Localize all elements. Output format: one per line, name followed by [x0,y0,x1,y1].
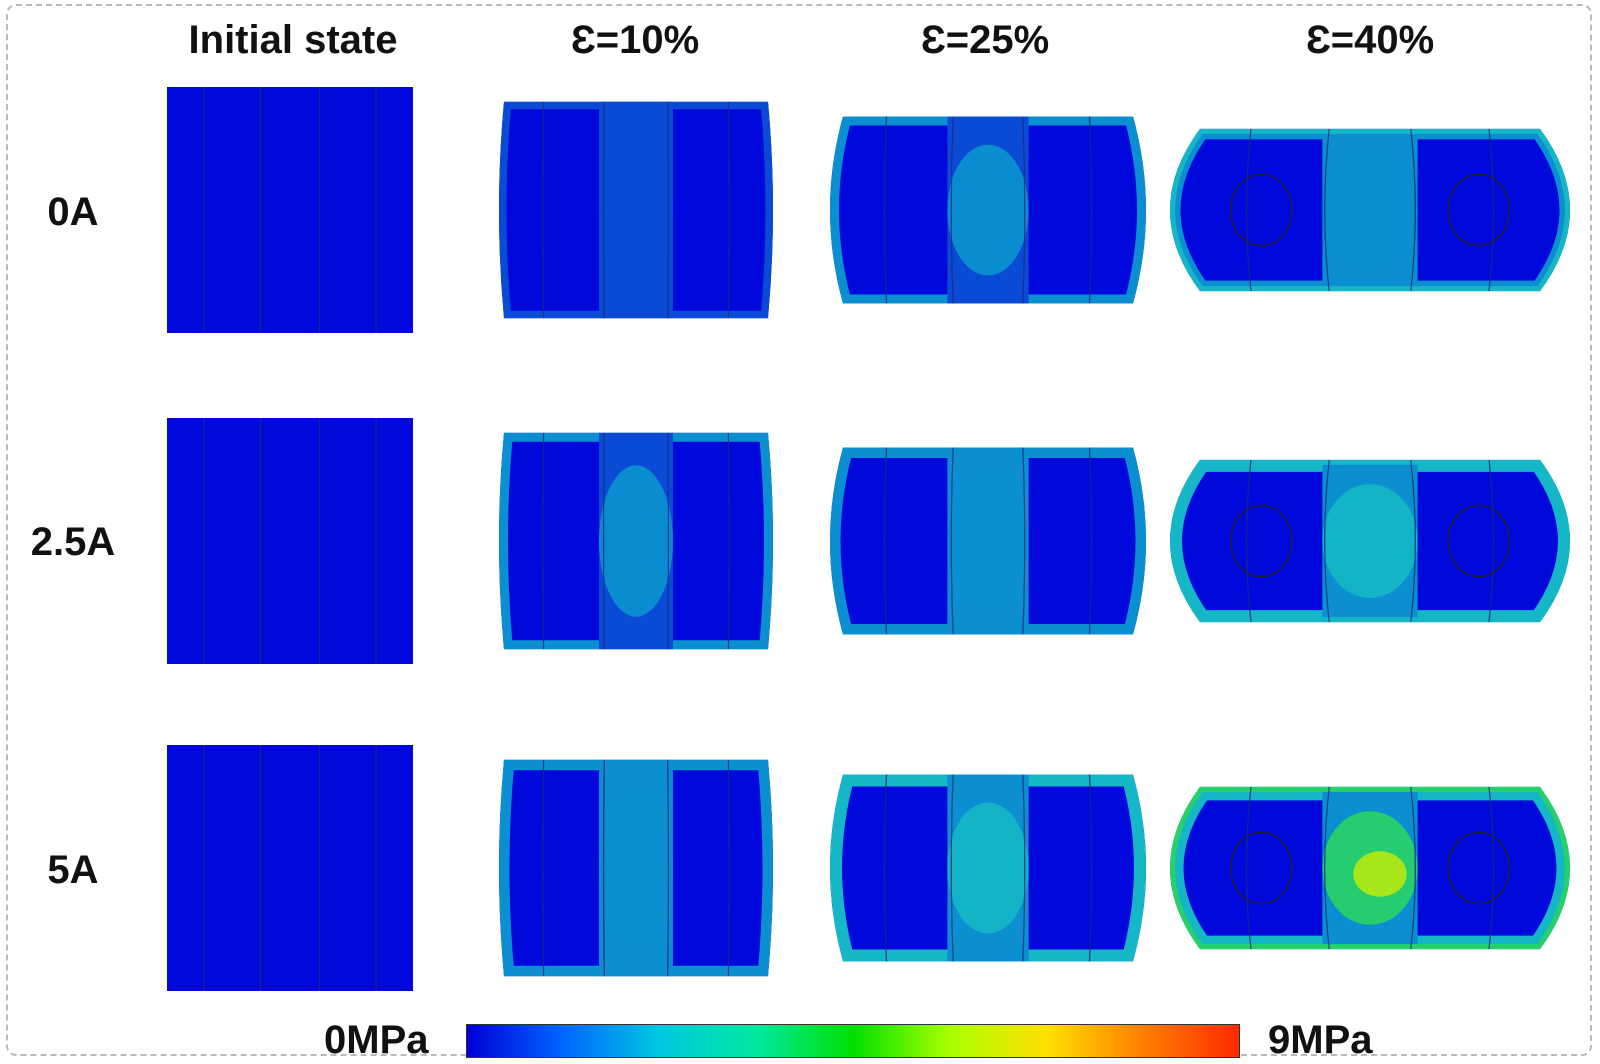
specimen-r1-c4 [1170,128,1570,292]
specimen-r3-c1 [167,745,413,991]
specimen-r2-c1 [167,418,413,664]
specimen-r3-c3 [830,774,1146,962]
colorbar-max-label: 9MPa [1268,1018,1373,1062]
colorbar-min-label: 0MPa [324,1018,429,1062]
specimen-r1-c3 [830,116,1146,304]
specimen-r3-c4 [1170,786,1570,950]
specimen-r1-c2 [499,101,773,319]
specimen-r2-c3 [830,447,1146,635]
specimen-r1-c1 [167,87,413,333]
specimen-r2-c4 [1170,459,1570,623]
column-header-strain-40: Ɛ=40% [1305,18,1435,62]
specimen-r2-c2 [499,432,773,650]
stress-colorbar [466,1024,1240,1058]
specimen-r3-c2 [499,759,773,977]
row-label-5a: 5A [47,848,99,892]
row-label-2-5a: 2.5A [30,520,116,564]
row-label-0a: 0A [47,190,99,234]
column-header-strain-10: Ɛ=10% [570,18,700,62]
column-header-strain-25: Ɛ=25% [920,18,1050,62]
column-header-initial-state: Initial state [188,18,398,62]
